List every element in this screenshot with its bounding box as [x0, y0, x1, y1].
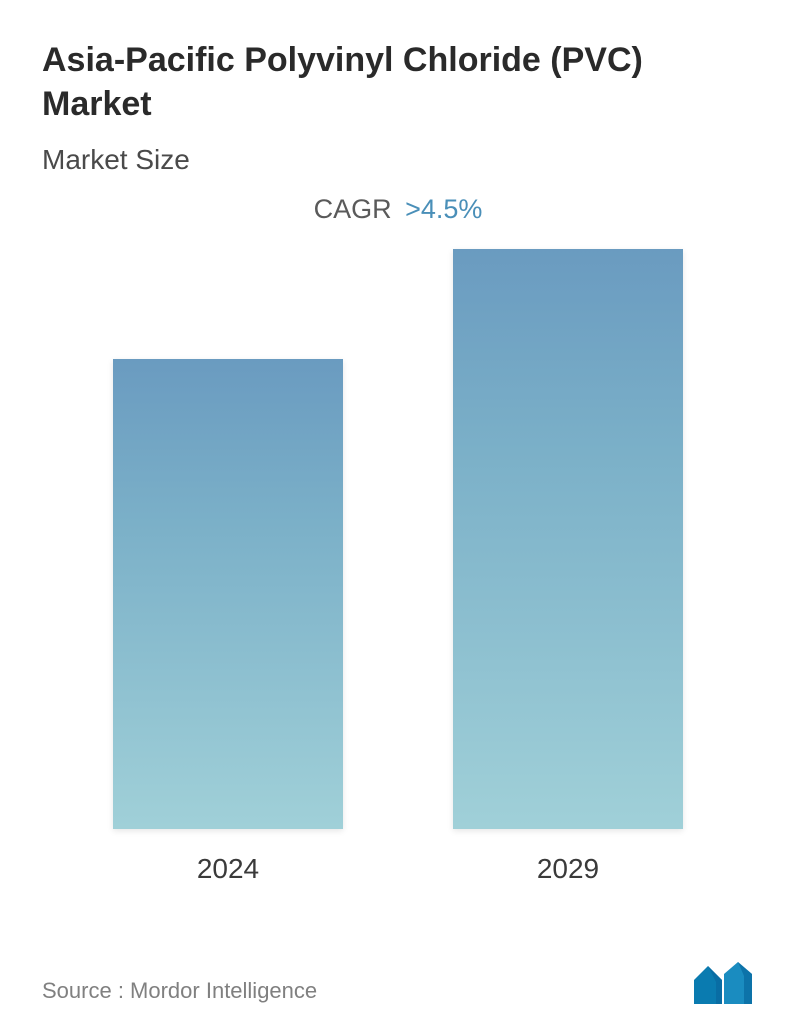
chart-subtitle: Market Size: [42, 144, 754, 176]
cagr-label: CAGR: [314, 194, 392, 224]
chart-title: Asia-Pacific Polyvinyl Chloride (PVC) Ma…: [42, 38, 754, 126]
chart-footer: Source : Mordor Intelligence: [42, 962, 754, 1004]
cagr-value: >4.5%: [405, 194, 482, 224]
bar-label: 2024: [197, 853, 259, 885]
bar-group: 2029: [453, 249, 683, 885]
mordor-logo-icon: [694, 962, 754, 1004]
source-attribution: Source : Mordor Intelligence: [42, 978, 317, 1004]
bar-label: 2029: [537, 853, 599, 885]
bar-chart: 2024 2029: [42, 275, 754, 885]
bar-2024: [113, 359, 343, 829]
bar-2029: [453, 249, 683, 829]
bar-group: 2024: [113, 359, 343, 885]
cagr-row: CAGR >4.5%: [42, 194, 754, 225]
